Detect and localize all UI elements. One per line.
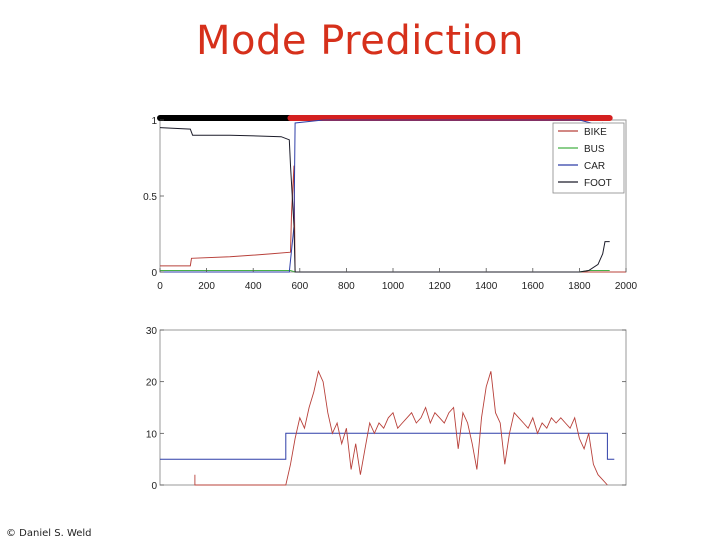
x-tick-label: 1600 <box>522 281 545 292</box>
chart2-series-layer <box>160 369 615 486</box>
x-tick-label: 200 <box>198 281 215 292</box>
x-tick-label: 1000 <box>382 281 405 292</box>
copyright-footer: © Daniel S. Weld <box>6 528 92 539</box>
measured-speed-line <box>194 369 608 486</box>
legend-label-car: CAR <box>584 161 605 172</box>
x-tick-label: 1400 <box>475 281 498 292</box>
x-tick-label: 800 <box>338 281 355 292</box>
x-tick-label: 0 <box>157 281 163 292</box>
speed-chart: 0 10 20 30 <box>146 326 627 492</box>
predicted-speed-step-line <box>160 432 615 460</box>
legend-box <box>552 122 625 194</box>
slide-title: Mode Prediction <box>196 18 524 64</box>
legend-label-foot: FOOT <box>584 178 612 189</box>
series-foot-line <box>159 127 610 273</box>
legend-label-bike: BIKE <box>584 127 607 138</box>
y-tick-label: 0 <box>151 481 157 492</box>
y-tick-label: 20 <box>146 378 158 389</box>
x-tick-label: 1800 <box>568 281 591 292</box>
x-tick-label: 600 <box>291 281 308 292</box>
x-tick-label: 400 <box>245 281 262 292</box>
y-tick-label: 0.5 <box>143 192 157 203</box>
legend-label-bus: BUS <box>584 144 605 155</box>
chart2-y-axis: 0 10 20 30 <box>146 326 626 492</box>
y-tick-label: 10 <box>146 429 158 440</box>
chart1-y-axis: 00.51 <box>143 116 164 279</box>
x-tick-label: 2000 <box>615 281 638 292</box>
y-tick-label: 30 <box>146 326 158 337</box>
chart1-x-axis: 0 200 400 600 800 1000 1200 1400 1600 1800 2000 <box>157 268 638 292</box>
chart1-legend: BIKE BUS CAR FOOT <box>552 122 625 194</box>
chart1-frame <box>159 119 627 273</box>
y-tick-label: 1 <box>151 116 157 127</box>
y-tick-label: 0 <box>151 268 157 279</box>
chart2-frame <box>159 329 627 486</box>
x-tick-label: 1200 <box>428 281 451 292</box>
mode-probability-chart: 0 200 400 600 800 1000 1200 1400 1600 1800 2000 00… <box>143 115 638 292</box>
